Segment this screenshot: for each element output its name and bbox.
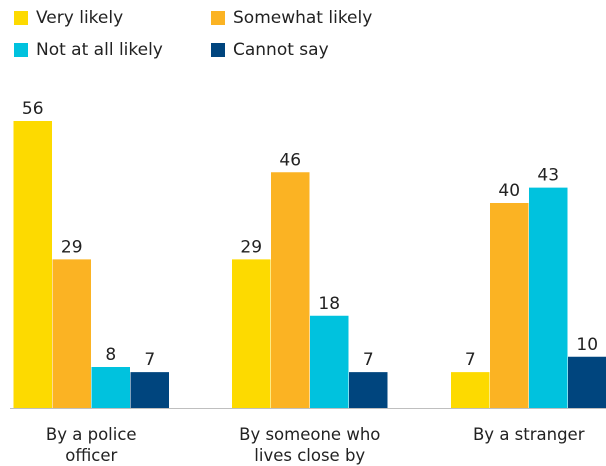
bar-cannot-say <box>568 356 606 408</box>
legend-label: Not at all likely <box>36 40 163 60</box>
bar-cannot-say <box>349 372 388 408</box>
bar-somewhat-likely <box>52 259 91 408</box>
value-label: 40 <box>498 181 520 201</box>
category-label-line: lives close by <box>254 446 366 465</box>
bar-very-likely <box>232 259 271 408</box>
bar-group-by-a-police-officer: 56 29 8 7 <box>13 99 169 408</box>
value-label: 7 <box>465 350 476 370</box>
bar-not-at-all-likely <box>310 315 349 408</box>
value-label: 10 <box>576 335 598 355</box>
legend-swatch <box>211 43 225 57</box>
legend-item-not-at-all-likely: Not at all likely <box>14 40 163 60</box>
bar-group-by-someone-who-lives-close-by: 29 46 18 7 <box>232 150 388 408</box>
legend-item-very-likely: Very likely <box>14 8 123 28</box>
value-label: 43 <box>537 166 559 186</box>
category-label-line: officer <box>65 446 118 465</box>
bar-somewhat-likely <box>490 203 529 408</box>
value-label: 56 <box>22 99 44 119</box>
value-label: 18 <box>318 294 340 314</box>
category-label-line: By a police <box>45 425 137 444</box>
category-label-by-someone-who-lives-close-by: By someone who lives close by <box>210 424 410 466</box>
value-label: 8 <box>105 345 116 365</box>
value-label: 7 <box>144 350 155 370</box>
legend-label: Very likely <box>36 8 124 28</box>
value-label: 7 <box>363 350 374 370</box>
bar-not-at-all-likely <box>529 187 568 408</box>
legend-swatch <box>14 11 28 25</box>
legend-swatch <box>211 11 225 25</box>
legend-label: Somewhat likely <box>233 8 373 28</box>
bar-cannot-say <box>130 372 169 408</box>
category-label-by-a-police-officer: By a police officer <box>0 424 191 466</box>
category-label-line: By a stranger <box>472 425 585 444</box>
legend-swatch <box>14 43 28 57</box>
value-label: 29 <box>240 237 262 257</box>
category-label-line: By someone who <box>239 425 381 444</box>
legend-label: Cannot say <box>233 40 329 60</box>
legend-item-cannot-say: Cannot say <box>211 40 329 60</box>
bar-not-at-all-likely <box>91 367 130 408</box>
bar-somewhat-likely <box>271 172 310 408</box>
value-label: 29 <box>61 237 83 257</box>
bar-group-by-a-stranger: 7 40 43 10 <box>451 166 606 408</box>
category-label-by-a-stranger: By a stranger <box>429 424 606 445</box>
legend-item-somewhat-likely: Somewhat likely <box>211 8 372 28</box>
bar-very-likely <box>13 121 52 408</box>
value-label: 46 <box>279 150 301 170</box>
bar-very-likely <box>451 372 490 408</box>
